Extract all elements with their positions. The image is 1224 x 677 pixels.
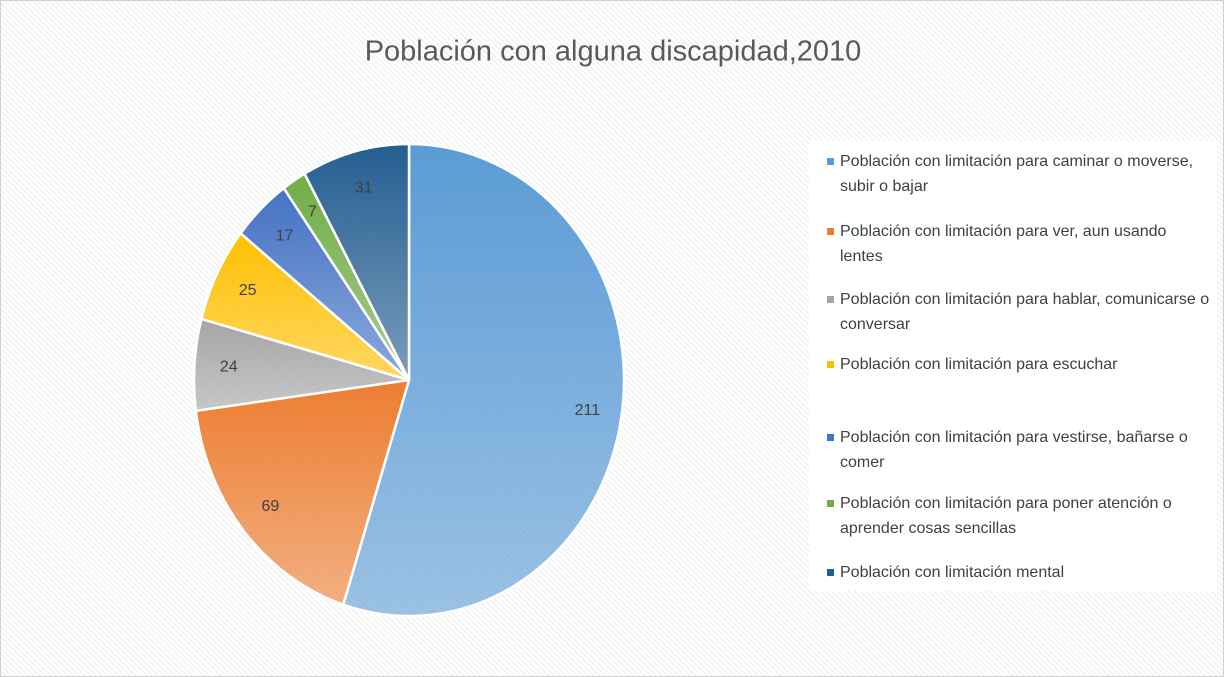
legend-swatch [827,434,834,441]
legend-item: Población con limitación para ver, aun u… [823,219,1213,269]
legend-item: Población con limitación para caminar o … [823,149,1213,199]
legend-swatch [827,569,834,576]
legend-item: Población con limitación mental [823,560,1213,585]
legend-item: Población con limitación para vestirse, … [823,425,1213,475]
data-label: 211 [575,402,601,419]
pie-slice [194,378,411,607]
legend-label: Población con limitación para caminar o … [840,153,1194,195]
legend-swatch [827,361,834,368]
legend-swatch [827,228,834,235]
data-label: 7 [308,204,317,221]
pie-slice [341,142,626,618]
chart-title: Población con alguna discapidad,2010 [365,36,862,68]
legend-label: Población con limitación para ver, aun u… [840,223,1167,265]
legend-item: Población con limitación para poner aten… [823,491,1213,541]
pie-slice [302,142,411,381]
data-label: 24 [220,358,238,375]
legend-swatch [827,500,834,507]
legend-label: Población con limitación para poner aten… [840,495,1172,537]
legend-item: Población con limitación para escuchar [823,352,1213,377]
legend-item: Población con limitación para hablar, co… [823,287,1213,337]
legend-label: Población con limitación mental [840,564,1065,581]
data-label: 69 [261,498,279,515]
data-label: 31 [355,179,373,196]
data-label: 17 [276,228,294,245]
legend-label: Población con limitación para vestirse, … [840,429,1188,471]
legend-swatch [827,296,834,303]
legend-label: Población con limitación para escuchar [840,356,1118,373]
legend-label: Población con limitación para hablar, co… [840,291,1210,333]
data-label: 25 [239,282,257,299]
legend-swatch [827,158,834,165]
legend: Población con limitación para caminar o … [809,141,1217,591]
